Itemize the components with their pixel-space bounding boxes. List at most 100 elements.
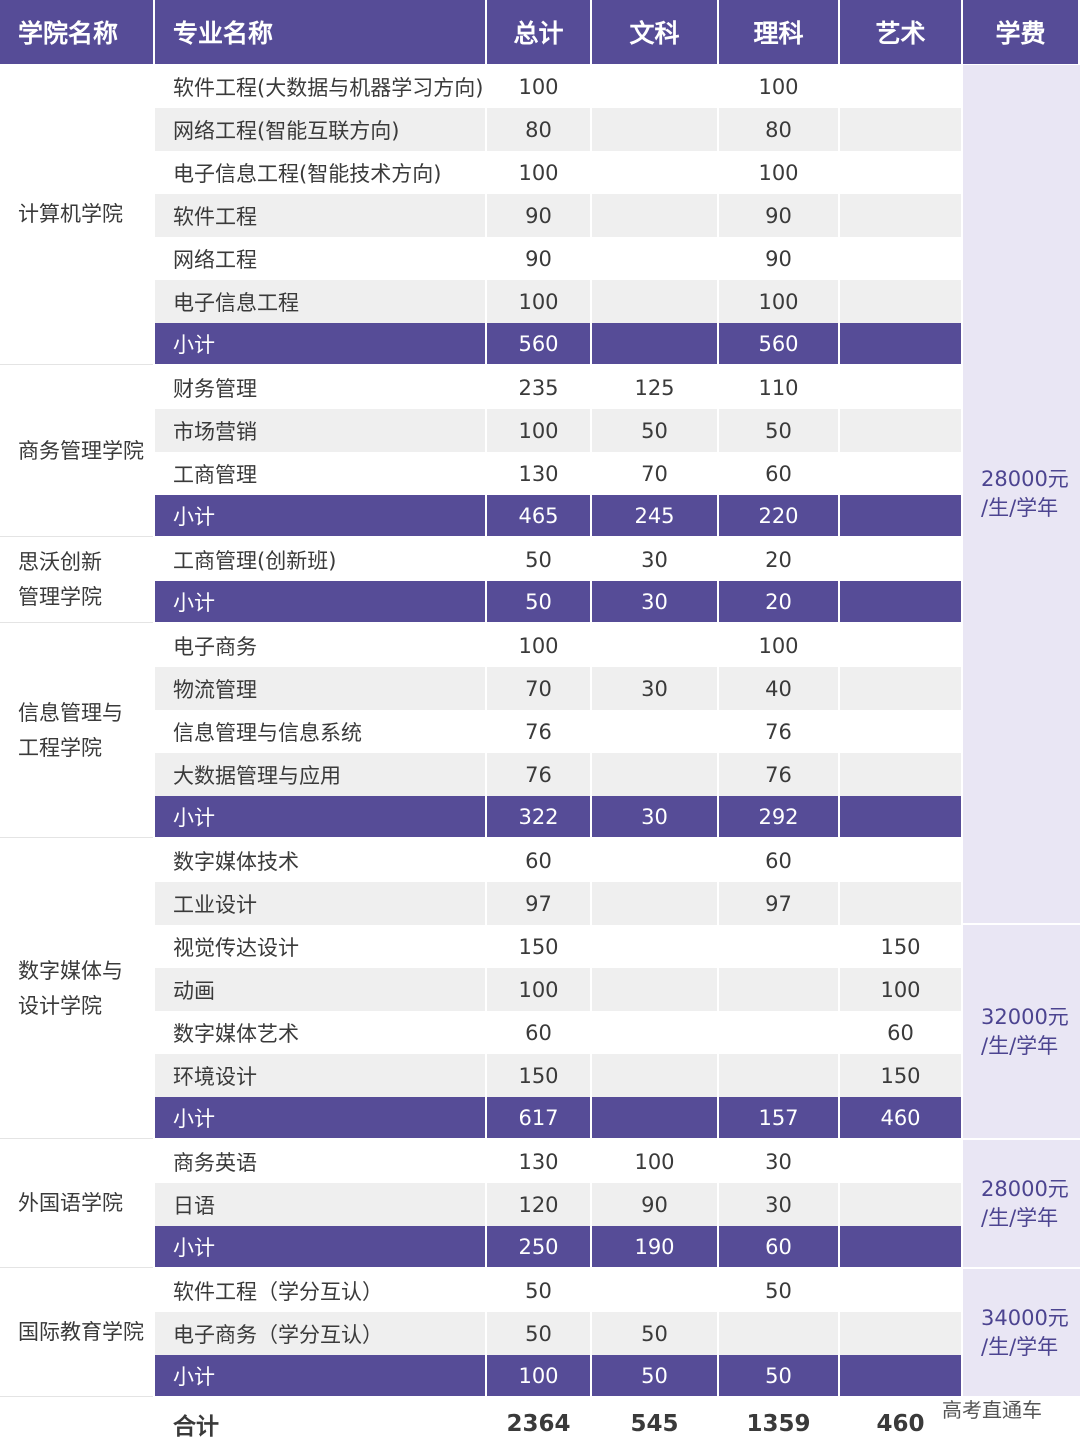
major-art bbox=[840, 409, 961, 452]
subtotal-liberal-arts: 30 bbox=[592, 581, 717, 622]
subtotal-science: 60 bbox=[719, 1226, 838, 1267]
header-art: 艺术 bbox=[840, 0, 961, 64]
major-liberal-arts bbox=[592, 1269, 717, 1312]
grand-total-liberal-arts: 545 bbox=[630, 1411, 679, 1437]
tuition-fee: 28000元 /生/学年 bbox=[963, 1140, 1080, 1267]
college-name: 信息管理与 工程学院 bbox=[0, 624, 153, 838]
major-science: 97 bbox=[719, 882, 838, 925]
major-total: 150 bbox=[518, 934, 559, 959]
major-total: 50 bbox=[487, 1312, 590, 1355]
major-science: 20 bbox=[765, 547, 792, 572]
subtotal-total: 100 bbox=[487, 1355, 590, 1396]
major-name: 工业设计 bbox=[155, 882, 485, 925]
major-total: 90 bbox=[525, 246, 552, 271]
major-liberal-arts bbox=[592, 151, 717, 194]
major-total: 97 bbox=[487, 882, 590, 925]
major-liberal-arts bbox=[592, 925, 717, 968]
major-art bbox=[840, 1312, 961, 1355]
major-total: 50 bbox=[525, 1278, 552, 1303]
subtotal-science: 560 bbox=[719, 323, 838, 364]
major-name: 电子商务（学分互认） bbox=[155, 1312, 485, 1355]
subtotal-liberal-arts: 190 bbox=[592, 1226, 717, 1267]
major-art bbox=[840, 194, 961, 237]
major-total: 70 bbox=[487, 667, 590, 710]
major-science: 30 bbox=[765, 1149, 792, 1174]
subtotal-liberal-arts: 245 bbox=[592, 495, 717, 536]
college-name: 外国语学院 bbox=[0, 1140, 153, 1268]
major-science: 76 bbox=[719, 753, 838, 796]
major-name: 软件工程（学分互认） bbox=[173, 1279, 383, 1304]
major-science bbox=[719, 968, 838, 1011]
major-science: 100 bbox=[758, 74, 799, 99]
header-major: 专业名称 bbox=[155, 0, 485, 64]
subtotal-liberal-arts: 50 bbox=[592, 1355, 717, 1396]
grand-total-label: 合计 bbox=[173, 1414, 219, 1440]
major-science: 76 bbox=[765, 719, 792, 744]
major-name: 电子信息工程(智能技术方向) bbox=[173, 161, 442, 186]
subtotal-art bbox=[840, 495, 961, 536]
major-art bbox=[840, 667, 961, 710]
major-liberal-arts bbox=[592, 710, 717, 753]
college-name: 国际教育学院 bbox=[0, 1269, 153, 1397]
major-name: 工商管理(创新班) bbox=[173, 548, 337, 573]
major-name: 网络工程(智能互联方向) bbox=[155, 108, 485, 151]
major-science: 60 bbox=[765, 461, 792, 486]
major-liberal-arts bbox=[592, 839, 717, 882]
major-total: 100 bbox=[487, 409, 590, 452]
major-science: 110 bbox=[758, 375, 799, 400]
major-total: 76 bbox=[487, 753, 590, 796]
college-name: 计算机学院 bbox=[0, 65, 153, 365]
major-name: 数字媒体艺术 bbox=[173, 1021, 299, 1046]
major-art: 60 bbox=[887, 1020, 914, 1045]
subtotal-art: 460 bbox=[840, 1097, 961, 1138]
major-art bbox=[840, 839, 961, 882]
subtotal-label: 小计 bbox=[155, 323, 485, 364]
subtotal-total: 560 bbox=[487, 323, 590, 364]
watermark-text: 高考直通车 bbox=[942, 1398, 1042, 1422]
major-total: 90 bbox=[487, 194, 590, 237]
major-total: 100 bbox=[487, 280, 590, 323]
major-science bbox=[719, 1054, 838, 1097]
major-art: 150 bbox=[840, 1054, 961, 1097]
major-science bbox=[719, 1011, 838, 1054]
major-liberal-arts bbox=[592, 237, 717, 280]
major-total: 100 bbox=[518, 74, 559, 99]
major-art bbox=[840, 108, 961, 151]
major-liberal-arts: 90 bbox=[592, 1183, 717, 1226]
major-total: 76 bbox=[525, 719, 552, 744]
subtotal-liberal-arts bbox=[592, 1097, 717, 1138]
college-name: 商务管理学院 bbox=[0, 366, 153, 537]
major-science: 50 bbox=[719, 409, 838, 452]
major-total: 100 bbox=[518, 160, 559, 185]
subtotal-label: 小计 bbox=[155, 1355, 485, 1396]
subtotal-total: 617 bbox=[487, 1097, 590, 1138]
subtotal-label: 小计 bbox=[155, 1226, 485, 1267]
grand-total-art: 460 bbox=[876, 1411, 925, 1437]
major-liberal-arts bbox=[592, 65, 717, 108]
major-science: 60 bbox=[765, 848, 792, 873]
major-name: 视觉传达设计 bbox=[173, 935, 299, 960]
subtotal-label: 小计 bbox=[155, 796, 485, 837]
major-name: 电子商务 bbox=[173, 634, 257, 659]
major-science bbox=[719, 1312, 838, 1355]
header-liberal-arts: 文科 bbox=[592, 0, 717, 64]
major-science: 90 bbox=[765, 246, 792, 271]
grand-total-science: 1359 bbox=[746, 1411, 811, 1437]
major-liberal-arts bbox=[592, 194, 717, 237]
major-science: 100 bbox=[719, 280, 838, 323]
major-liberal-arts: 100 bbox=[634, 1149, 675, 1174]
major-name: 信息管理与信息系统 bbox=[173, 720, 362, 745]
major-science: 40 bbox=[719, 667, 838, 710]
major-art bbox=[840, 151, 961, 194]
subtotal-label: 小计 bbox=[155, 1097, 485, 1138]
subtotal-science: 220 bbox=[719, 495, 838, 536]
subtotal-total: 322 bbox=[487, 796, 590, 837]
subtotal-art bbox=[840, 581, 961, 622]
header-total: 总计 bbox=[487, 0, 590, 64]
tuition-fee: 32000元 /生/学年 bbox=[963, 925, 1080, 1138]
subtotal-label: 小计 bbox=[155, 495, 485, 536]
major-art bbox=[840, 624, 961, 667]
college-name: 思沃创新 管理学院 bbox=[0, 538, 153, 623]
major-liberal-arts: 70 bbox=[641, 461, 668, 486]
